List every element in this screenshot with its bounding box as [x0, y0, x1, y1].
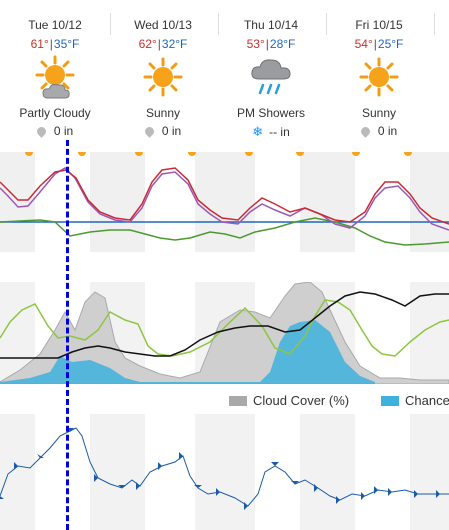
day-temps: 53°|28°F: [216, 37, 326, 51]
graph-legend: Cloud Cover (%) Chance: [0, 389, 449, 413]
raindrop-icon: [142, 125, 156, 138]
pressure-line: [0, 291, 449, 359]
day-divider: [434, 13, 435, 35]
time-cursor-line[interactable]: [66, 140, 69, 530]
sunrise-markers: [25, 152, 412, 156]
day-temps: 62°|32°F: [108, 37, 218, 51]
sun-icon: [143, 57, 183, 97]
condition-text: Partly Cloudy: [19, 106, 91, 120]
precip-amount: 0 in: [0, 124, 110, 138]
rain-cloud-icon: [251, 59, 291, 95]
raindrop-icon: [34, 125, 48, 138]
dewpoint-line: [0, 217, 449, 246]
wind-graph[interactable]: [0, 414, 449, 530]
day-name: Wed 10/13: [134, 18, 192, 32]
day-column-fri[interactable]: Fri 10/15 54°|25°F Sunny 0 in: [324, 0, 434, 152]
day-column-wed[interactable]: Wed 10/13 62°|32°F Sunny 0 in: [108, 0, 218, 152]
precip-value: 0 in: [377, 124, 398, 138]
day-divider: [218, 13, 219, 35]
temp-separator: |: [157, 37, 161, 51]
temp-separator: |: [373, 37, 377, 51]
partly-cloudy-icon: [35, 55, 75, 99]
precip-value: 0 in: [53, 124, 74, 138]
feels-like-line: [0, 167, 449, 231]
high-temp: 53°: [246, 37, 265, 51]
low-temp: 28°F: [269, 37, 296, 51]
snowflake-icon: ❄: [252, 124, 264, 139]
day-name: Thu 10/14: [243, 18, 299, 32]
legend-cloud-cover[interactable]: Cloud Cover (%): [253, 393, 350, 408]
raindrop-icon: [358, 125, 372, 138]
cloud-cover-swatch: [229, 396, 247, 406]
day-column-tue[interactable]: Tue 10/12 61°|35°F Partly Cloudy 0 in: [0, 0, 110, 152]
precip-amount: ❄ -- in: [216, 124, 326, 140]
precip-amount: 0 in: [324, 124, 434, 138]
wind-direction-arrows: [0, 428, 440, 510]
high-temp: 61°: [30, 37, 49, 51]
temp-separator: |: [265, 37, 269, 51]
high-temp: 62°: [138, 37, 157, 51]
daily-forecast-strip: Tue 10/12 61°|35°F Partly Cloudy 0 in We…: [0, 0, 449, 152]
low-temp: 25°F: [377, 37, 404, 51]
sun-icon: [359, 57, 399, 97]
day-temps: 54°|25°F: [324, 37, 434, 51]
legend-chance[interactable]: Chance: [405, 393, 449, 408]
condition-text: PM Showers: [236, 106, 306, 120]
day-divider: [326, 13, 327, 35]
low-temp: 35°F: [53, 37, 80, 51]
temperature-graph[interactable]: [0, 152, 449, 252]
precip-value: 0 in: [161, 124, 182, 138]
day-name: Fri 10/15: [355, 18, 403, 32]
sky-humidity-graph[interactable]: [0, 282, 449, 384]
high-temp: 54°: [354, 37, 373, 51]
chance-swatch: [381, 396, 399, 406]
day-divider: [110, 13, 111, 35]
precip-chance-area: [0, 320, 375, 384]
day-temps: 61°|35°F: [0, 37, 110, 51]
temp-separator: |: [49, 37, 53, 51]
low-temp: 32°F: [161, 37, 188, 51]
condition-text: Sunny: [361, 106, 397, 120]
precip-amount: 0 in: [108, 124, 218, 138]
day-column-thu[interactable]: Thu 10/14 53°|28°F PM Showers ❄ -- in: [216, 0, 326, 152]
condition-text: Sunny: [145, 106, 181, 120]
precip-value: -- in: [269, 125, 290, 139]
day-name: Tue 10/12: [28, 18, 82, 32]
